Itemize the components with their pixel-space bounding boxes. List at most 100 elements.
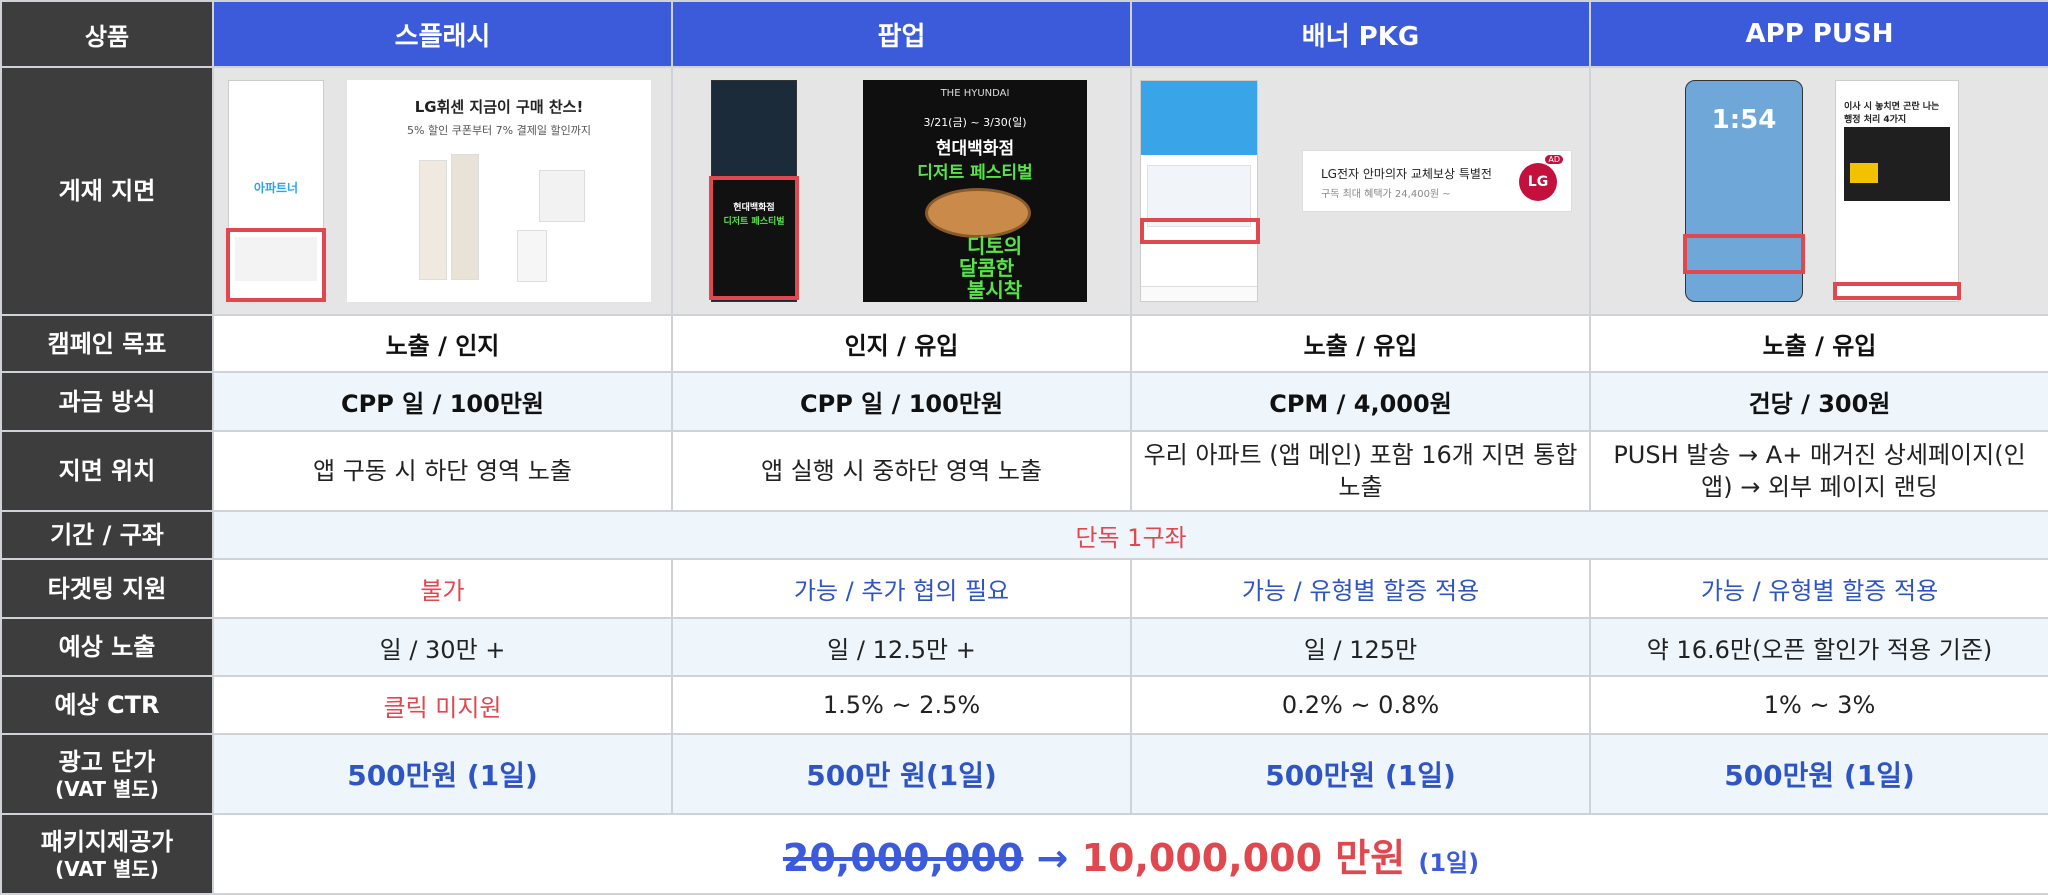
billing-cell: 건당 / 300원 (1589, 371, 2048, 432)
position-cell: 앱 실행 시 중하단 영역 노출 (671, 430, 1132, 512)
banner-creative: LG전자 안마의자 교체보상 특별전 구독 최대 혜택가 24,400원 ~ L… (1302, 150, 1572, 212)
price-vat-note: (VAT 별도) (55, 776, 159, 801)
mini-ad-thumb (235, 237, 317, 281)
popup-title: 현대백화점 (935, 139, 1015, 159)
donut-ufo-image (925, 188, 1031, 238)
column-header-banner: 배너 PKG (1130, 0, 1591, 68)
popup-mini-title: 현대백화점 (733, 203, 775, 213)
targeting-row: 타겟팅 지원 불가 가능 / 추가 협의 필요 가능 / 유형별 할증 적용 가… (0, 558, 2048, 619)
targeting-cell: 가능 / 추가 협의 필요 (671, 558, 1132, 619)
banner-phone-screen (1140, 80, 1258, 302)
price-cell: 500만 원(1일) (671, 733, 1132, 815)
banner-subline: 구독 최대 혜택가 24,400원 ~ (1321, 189, 1451, 200)
splash-headline: LG휘센 지금이 구매 찬스! (414, 98, 584, 116)
ad-badge: AD (1545, 155, 1563, 164)
goal-cell: 노출 / 인지 (212, 314, 673, 373)
package-final-price: 10,000,000 만원 (1081, 835, 1406, 880)
package-original-price: 20,000,000 (782, 835, 1024, 880)
popup-art-line3: 불시착 (967, 278, 1023, 302)
package-row: 패키지제공가 (VAT 별도) 20,000,000 → 10,000,000 … (0, 813, 2048, 895)
popup-art-line2: 달콤한 (959, 256, 1015, 280)
position-cell: 앱 구동 시 하단 영역 노출 (212, 430, 673, 512)
row-label-goal: 캠페인 목표 (0, 314, 214, 373)
banner-headline: LG전자 안마의자 교체보상 특별전 (1321, 167, 1492, 181)
tab-bar (1141, 286, 1257, 301)
app-logo-text: 아파트너 (253, 181, 299, 195)
splash-phone-screen: 아파트너 (228, 80, 324, 302)
package-duration-note: (1일) (1418, 848, 1480, 877)
row-label-position: 지면 위치 (0, 430, 214, 512)
popup-mini-subtitle: 디저트 페스티벌 (723, 217, 785, 227)
push-cta-highlight (1833, 282, 1961, 300)
menu-grid (1147, 165, 1251, 227)
billing-cell: CPM / 4,000원 (1130, 371, 1591, 432)
popup-dates: 3/21(금) ~ 3/30(일) (923, 116, 1027, 129)
push-lockscreen: 1:54 (1685, 80, 1803, 302)
lg-logo-icon: LG (1519, 163, 1557, 201)
package-price-cell: 20,000,000 → 10,000,000 만원 (1일) (212, 813, 2048, 895)
price-cell: 500만원 (1일) (1589, 733, 2048, 815)
package-arrow: → (1036, 835, 1069, 880)
billing-row: 과금 방식 CPP 일 / 100만원 CPP 일 / 100만원 CPM / … (0, 371, 2048, 432)
splash-subline: 5% 할인 쿠폰부터 7% 결제일 할인까지 (407, 124, 591, 137)
term-row: 기간 / 구좌 단독 1구좌 (0, 510, 2048, 560)
row-label-placement: 게재 지면 (0, 66, 214, 316)
targeting-cell: 불가 (212, 558, 673, 619)
package-label: 패키지제공가 (40, 827, 174, 856)
row-label-term: 기간 / 구좌 (0, 510, 214, 560)
exposure-cell: 일 / 12.5만 + (671, 617, 1132, 677)
goal-cell: 노출 / 유입 (1130, 314, 1591, 373)
row-label-price: 광고 단가 (VAT 별도) (0, 733, 214, 815)
popup-brand: THE HYUNDAI (940, 88, 1010, 99)
position-row: 지면 위치 앱 구동 시 하단 영역 노출 앱 실행 시 중하단 영역 노출 우… (0, 430, 2048, 512)
row-label-billing: 과금 방식 (0, 371, 214, 432)
billing-cell: CPP 일 / 100만원 (212, 371, 673, 432)
lockscreen-time: 1:54 (1711, 105, 1777, 135)
column-header-popup: 팝업 (671, 0, 1132, 68)
aircon-image (419, 160, 447, 280)
position-cell: PUSH 발송 → A+ 매거진 상세페이지(인앱) → 외부 페이지 랜딩 (1589, 430, 2048, 512)
ctr-row: 예상 CTR 클릭 미지원 1.5% ~ 2.5% 0.2% ~ 0.8% 1%… (0, 675, 2048, 735)
price-cell: 500만원 (1일) (212, 733, 673, 815)
campaign-goal-row: 캠페인 목표 노출 / 인지 인지 / 유입 노출 / 유입 노출 / 유입 (0, 314, 2048, 373)
lg-logo-text: LG (1527, 174, 1549, 190)
column-header-push: APP PUSH (1589, 0, 2048, 68)
appliance-image (539, 170, 585, 222)
ctr-cell: 1% ~ 3% (1589, 675, 2048, 735)
push-preview: 1:54 이사 시 놓치면 곤란 나는 행정 처리 4가지 (1589, 66, 2048, 316)
push-magazine-page: 이사 시 놓치면 곤란 나는 행정 처리 4가지 (1835, 80, 1959, 302)
position-cell: 우리 아파트 (앱 메인) 포함 16개 지면 통합 노출 (1130, 430, 1591, 512)
popup-mini-creative: 현대백화점 디저트 페스티벌 (713, 180, 795, 296)
magazine-hero-icon (1850, 163, 1878, 183)
corner-header: 상품 (0, 0, 214, 68)
app-header-bar (1141, 81, 1257, 155)
banner-highlight-box (1140, 218, 1260, 244)
popup-creative: THE HYUNDAI 3/21(금) ~ 3/30(일) 현대백화점 디저트 … (863, 80, 1087, 302)
package-vat-note: (VAT 별도) (55, 856, 159, 881)
price-cell: 500만원 (1일) (1130, 733, 1591, 815)
row-label-exposure: 예상 노출 (0, 617, 214, 677)
term-value: 단독 1구좌 (212, 510, 2048, 560)
splash-preview: 아파트너 LG휘센 지금이 구매 찬스! 5% 할인 쿠폰부터 7% 결제일 할… (212, 66, 673, 316)
exposure-cell: 일 / 30만 + (212, 617, 673, 677)
targeting-cell: 가능 / 유형별 할증 적용 (1589, 558, 2048, 619)
row-label-package: 패키지제공가 (VAT 별도) (0, 813, 214, 895)
popup-highlight-box (709, 176, 799, 300)
magazine-title: 이사 시 놓치면 곤란 나는 행정 처리 4가지 (1844, 102, 1940, 125)
goal-cell: 인지 / 유입 (671, 314, 1132, 373)
billing-cell: CPP 일 / 100만원 (671, 371, 1132, 432)
column-header-splash: 스플래시 (212, 0, 673, 68)
banner-preview: LG전자 안마의자 교체보상 특별전 구독 최대 혜택가 24,400원 ~ L… (1130, 66, 1591, 316)
aircon-image-2 (451, 154, 479, 280)
row-label-targeting: 타겟팅 지원 (0, 558, 214, 619)
appliance-image-2 (517, 230, 547, 282)
price-label: 광고 단가 (58, 747, 156, 776)
exposure-cell: 일 / 125만 (1130, 617, 1591, 677)
popup-subtitle: 디저트 페스티벌 (917, 163, 1033, 183)
popup-art-line1: 디토의 (967, 234, 1023, 258)
price-row: 광고 단가 (VAT 별도) 500만원 (1일) 500만 원(1일) 500… (0, 733, 2048, 815)
row-label-ctr: 예상 CTR (0, 675, 214, 735)
popup-preview: 현대백화점 디저트 페스티벌 THE HYUNDAI 3/21(금) ~ 3/3… (671, 66, 1132, 316)
ctr-cell: 1.5% ~ 2.5% (671, 675, 1132, 735)
